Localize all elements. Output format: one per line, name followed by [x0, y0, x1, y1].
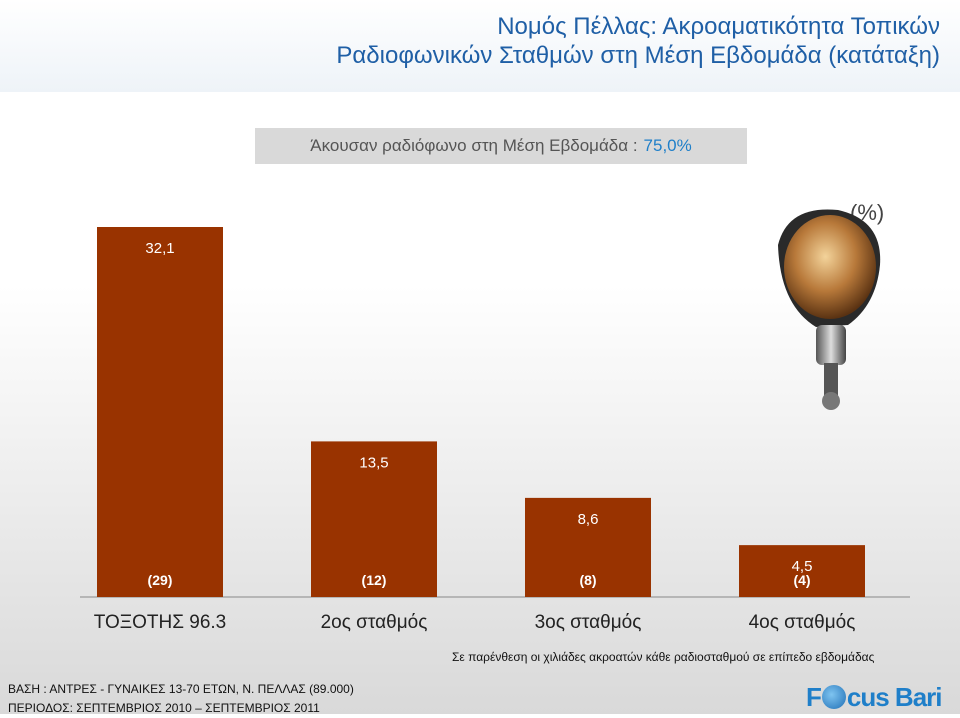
header-band: [0, 0, 960, 92]
listeners-label: (4): [793, 572, 810, 588]
microphone-icon: [778, 209, 881, 410]
logo-o-icon: [821, 685, 846, 709]
bar: [525, 497, 651, 597]
bar: [97, 227, 223, 597]
subtitle-box: Άκουσαν ραδιόφωνο στη Μέση Εβδομάδα : 75…: [255, 128, 747, 164]
listeners-label: (29): [148, 572, 173, 588]
title-line-1: Νομός Πέλλας: Ακροαματικότητα Τοπικών: [497, 13, 940, 40]
category-label: 3ος σταθμός: [535, 612, 642, 633]
logo-part-1: F: [806, 682, 822, 712]
base-line-1: ΒΑΣΗ : ΑΝΤΡΕΣ - ΓΥΝΑΙΚΕΣ 13-70 ΕΤΩΝ, Ν. …: [8, 682, 354, 696]
base-line-2: ΠΕΡΙΟΔΟΣ: ΣΕΠΤΕΜΒΡΙΟΣ 2010 – ΣΕΠΤΕΜΒΡΙΟΣ…: [8, 701, 320, 715]
category-label: 4ος σταθμός: [749, 612, 856, 633]
data-label: 32,1: [145, 240, 174, 257]
logo-part-2: cus Bari: [846, 682, 943, 712]
data-label: 4,5: [792, 558, 813, 575]
data-label: 8,6: [578, 511, 599, 528]
bar: [739, 545, 865, 597]
subtitle-label: Άκουσαν ραδιόφωνο στη Μέση Εβδομάδα :: [310, 136, 638, 155]
page-title: Νομός Πέλλας: Ακροαματικότητα Τοπικών Ρα…: [336, 12, 940, 70]
title-line-2: Ραδιοφωνικών Σταθμών στη Μέση Εβδομάδα (…: [336, 42, 940, 69]
base-info: ΒΑΣΗ : ΑΝΤΡΕΣ - ΓΥΝΑΙΚΕΣ 13-70 ΕΤΩΝ, Ν. …: [8, 680, 354, 718]
category-label: 2ος σταθμός: [321, 612, 428, 633]
category-label: ΤΟΞΟΤΗΣ 96.3: [94, 612, 227, 633]
footnote: Σε παρένθεση οι χιλιάδες ακροατών κάθε ρ…: [452, 650, 875, 664]
listeners-label: (12): [362, 572, 387, 588]
data-label: 13,5: [359, 454, 388, 471]
listeners-label: (8): [579, 572, 596, 588]
bar: [311, 441, 437, 597]
subtitle-value: 75,0%: [643, 136, 692, 155]
